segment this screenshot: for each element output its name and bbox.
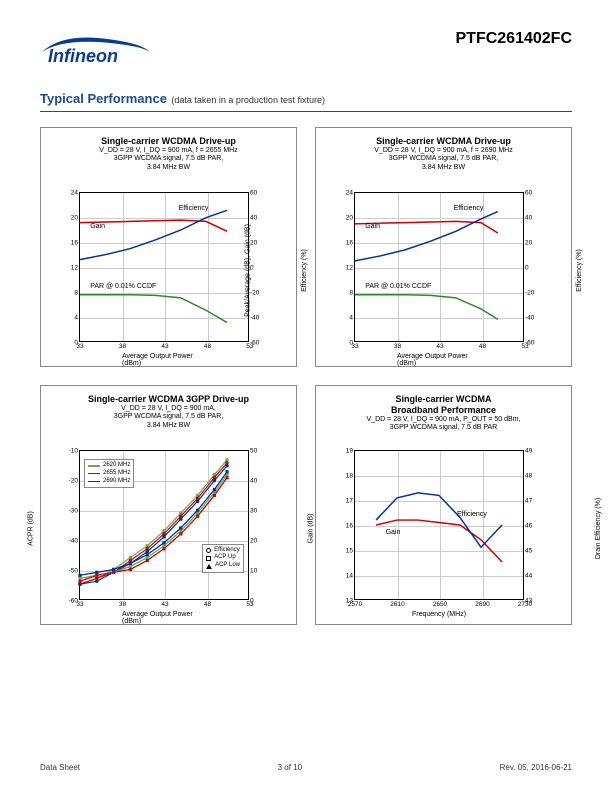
x-axis-label: Average Output Power (dBm) xyxy=(397,353,481,367)
chart-title: Single-carrier WCDMABroadband Performanc… xyxy=(322,394,565,416)
chart-subtitle: V_DD = 28 V, I_DQ = 900 mA, f = 2655 MHz… xyxy=(47,147,290,172)
chart-subtitle: V_DD = 28 V, I_DQ = 900 mA,3GPP WCDMA si… xyxy=(47,405,290,430)
svg-text:Infineon: Infineon xyxy=(48,46,118,66)
plot-area: 333843485304812162024-60-40-200204060Ave… xyxy=(354,192,524,342)
chart-wcdma-2690: Single-carrier WCDMA Drive-up V_DD = 28 … xyxy=(315,127,572,367)
plot-area: 333843485304812162024-60-40-200204060Ave… xyxy=(79,192,249,342)
footer-left: Data Sheet xyxy=(40,763,80,772)
part-number: PTFC261402FC xyxy=(456,30,573,48)
infineon-logo: Infineon xyxy=(40,30,160,70)
x-axis-label: Average Output Power (dBm) xyxy=(122,611,206,625)
section-title: Typical Performance xyxy=(40,91,167,106)
section-divider xyxy=(40,111,572,112)
chart-broadband: Single-carrier WCDMABroadband Performanc… xyxy=(315,385,572,625)
page-footer: Data Sheet 3 of 10 Rev. 05, 2016-06-21 xyxy=(40,763,572,772)
chart-wcdma-2655: Single-carrier WCDMA Drive-up V_DD = 28 … xyxy=(40,127,297,367)
chart-title: Single-carrier WCDMA Drive-up xyxy=(47,136,290,147)
x-axis-label: Average Output Power (dBm) xyxy=(122,353,206,367)
footer-right: Rev. 05, 2016-06-21 xyxy=(500,763,572,772)
section-subtitle: (data taken in a production test fixture… xyxy=(171,95,325,105)
chart-grid: Single-carrier WCDMA Drive-up V_DD = 28 … xyxy=(40,127,572,625)
chart-subtitle: V_DD = 28 V, I_DQ = 900 mA, P_OUT = 50 d… xyxy=(322,416,565,433)
chart-annotation: Efficiency xyxy=(457,511,487,518)
chart-annotation: Efficiency xyxy=(454,205,484,212)
chart-3gpp-driveup: Single-carrier WCDMA 3GPP Drive-up V_DD … xyxy=(40,385,297,625)
legend-marker: EfficiencyACP UpACP Low xyxy=(202,544,244,573)
y-axis-left-label: Gain (dB) xyxy=(308,514,315,544)
chart-title: Single-carrier WCDMA 3GPP Drive-up xyxy=(47,394,290,405)
legend-freq: 2620 MHz2655 MHz2690 MHz xyxy=(84,459,134,488)
chart-annotation: PAR @ 0.01% CCDF xyxy=(90,283,156,290)
y-axis-left-label: ACPR (dB) xyxy=(28,511,35,546)
chart-title: Single-carrier WCDMA Drive-up xyxy=(322,136,565,147)
section-heading: Typical Performance (data taken in a pro… xyxy=(40,90,572,108)
page-header: Infineon PTFC261402FC xyxy=(40,30,572,70)
chart-annotation: Gain xyxy=(90,223,105,230)
chart-annotation: Gain xyxy=(386,529,401,536)
x-axis-label: Frequency (MHz) xyxy=(412,611,466,618)
chart-subtitle: V_DD = 28 V, I_DQ = 900 mA, f = 2690 MHz… xyxy=(322,147,565,172)
chart-annotation: Efficiency xyxy=(179,205,209,212)
chart-annotation: PAR @ 0.01% CCDF xyxy=(365,283,431,290)
plot-area: 2570261026502690273013141516171819434445… xyxy=(354,450,524,600)
y-axis-right-label: Drain Efficiency (%) xyxy=(595,498,602,559)
chart-annotation: Gain xyxy=(365,223,380,230)
footer-center: 3 of 10 xyxy=(278,763,302,772)
plot-area: 3338434853-60-50-40-30-20-1001020304050A… xyxy=(79,450,249,600)
y-axis-right-label: Efficiency (%) xyxy=(301,249,308,292)
y-axis-left-label: Peak/Average (dB), Gain (dB) xyxy=(245,224,252,317)
y-axis-right-label: Efficiency (%) xyxy=(576,249,583,292)
